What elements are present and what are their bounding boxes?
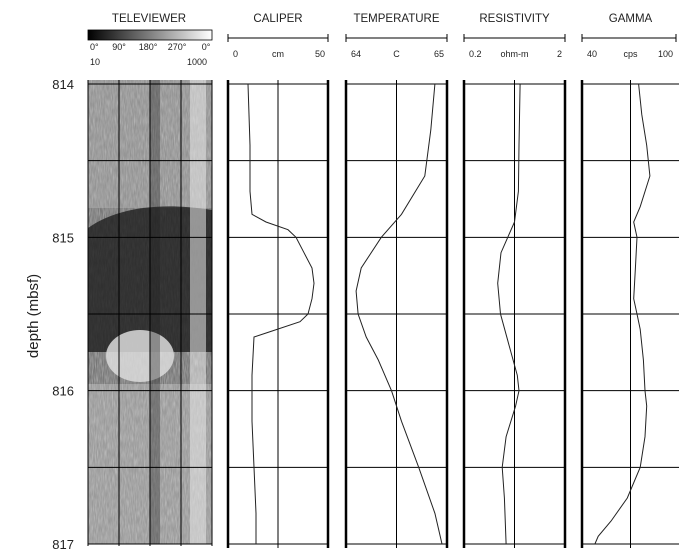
azimuth-label: 90° (112, 42, 126, 52)
resistivity-min-label: 0.2 (469, 49, 482, 59)
televiewer-scale-min: 10 (90, 57, 100, 67)
temperature-curve (355, 83, 443, 545)
gamma-min-label: 40 (587, 49, 597, 59)
gamma-title: GAMMA (609, 13, 653, 25)
temperature-title: TEMPERATURE (353, 13, 439, 25)
y-tick-label: 814 (52, 77, 74, 92)
resistivity-track (462, 80, 567, 548)
resistivity-max-label: 2 (557, 49, 562, 59)
caliper-header: CALIPER 0 cm 50 (227, 13, 329, 59)
resistivity-header: RESISTIVITY 0.2 ohm-m 2 (463, 13, 566, 59)
caliper-track (226, 80, 330, 548)
resistivity-title: RESISTIVITY (479, 13, 550, 25)
track-headers: TELEVIEWER 0° 90° 180° 270° 0° 10 1000 (87, 13, 213, 67)
y-axis-label: depth (mbsf) (25, 274, 42, 358)
temperature-unit-label: C (393, 49, 400, 59)
televiewer-scale-max: 1000 (187, 57, 207, 67)
caliper-curve (247, 83, 315, 544)
caliper-min-label: 0 (233, 49, 238, 59)
azimuth-label: 0° (90, 42, 99, 52)
temperature-max-label: 65 (434, 49, 444, 59)
televiewer-grid (87, 80, 213, 546)
resistivity-unit-label: ohm-m (500, 49, 528, 59)
azimuth-labels: 0° 90° 180° 270° 0° (90, 42, 211, 52)
y-tick-labels: 814 815 816 817 (52, 77, 74, 550)
televiewer-title: TELEVIEWER (112, 13, 186, 25)
televiewer-color-scale (87, 29, 213, 41)
gamma-max-label: 100 (658, 49, 673, 59)
azimuth-label: 0° (202, 42, 211, 52)
y-tick-label: 816 (52, 384, 74, 399)
y-tick-label: 815 (52, 230, 74, 245)
temperature-header: TEMPERATURE 64 C 65 (345, 13, 448, 59)
caliper-max-label: 50 (315, 49, 325, 59)
gamma-unit-label: cps (623, 49, 638, 59)
y-tick-label: 817 (52, 537, 74, 550)
gamma-curve (594, 83, 651, 545)
temperature-track (344, 80, 449, 548)
gamma-track (580, 80, 679, 548)
gamma-header: GAMMA 40 cps 100 (581, 13, 677, 59)
caliper-unit-label: cm (272, 49, 284, 59)
azimuth-label: 180° (139, 42, 158, 52)
caliper-title: CALIPER (253, 13, 302, 25)
resistivity-curve (497, 83, 521, 545)
temperature-min-label: 64 (351, 49, 361, 59)
azimuth-label: 270° (168, 42, 187, 52)
